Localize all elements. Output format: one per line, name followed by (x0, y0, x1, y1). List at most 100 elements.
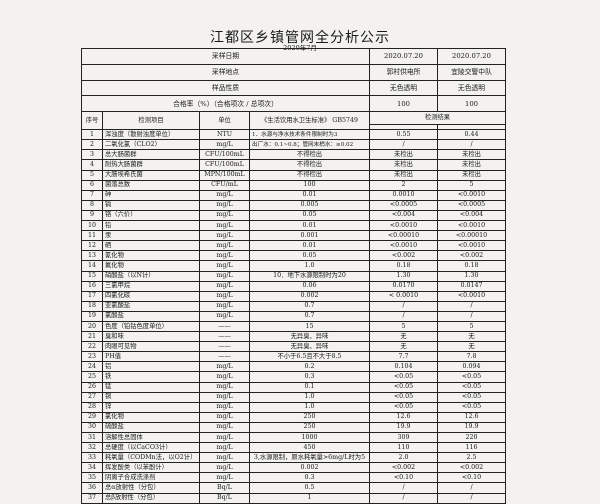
cell-result-1: <0.0010 (369, 240, 438, 252)
cell-result-1: 1.30 (369, 270, 438, 282)
cell-unit: NTU (199, 129, 250, 141)
cell-item: 锌 (102, 401, 200, 413)
cell-seq: 31 (81, 431, 103, 444)
table-row: 8 镉 mg/L 0.005 <0.0005 <0.0005 (81, 199, 506, 211)
cell-result-2: / (437, 139, 506, 151)
cell-unit: —— (199, 320, 250, 333)
cell-standard: 0.06 (249, 280, 370, 292)
report-date: 2020年7月 (283, 44, 317, 52)
cell-standard: 0.002 (249, 462, 370, 474)
col-seq: 序号 (81, 111, 103, 131)
table-row: 28 锌 mg/L 1.0 <0.05 <0.05 (81, 401, 506, 413)
cell-result-1: 0.55 (369, 129, 438, 141)
cell-standard: 0.2 (249, 361, 370, 373)
cell-seq: 3 (81, 149, 103, 161)
cell-item: 氯化物 (102, 411, 200, 423)
cell-item: 硫酸盐 (102, 421, 200, 434)
cell-result-1: 未检出 (369, 149, 438, 161)
cell-result-1: <0.0005 (369, 199, 438, 211)
cell-item: 肉眼可见物 (102, 341, 200, 353)
table-row: 18 亚氯酸盐 mg/L 0.7// (81, 300, 506, 312)
cell-seq: 36 (81, 482, 103, 494)
cell-result-1: 0.0010 (369, 189, 438, 201)
cell-seq: 4 (81, 159, 103, 171)
cell-item: 铅 (102, 220, 200, 232)
table-row: 29 氯化物 mg/L 250 12.6 12.6 (81, 411, 506, 423)
cell-item: 亚氯酸盐 (102, 300, 200, 312)
cell-standard: 0.05 (249, 209, 370, 222)
cell-result-2: 19.9 (437, 421, 506, 434)
cell-seq: 5 (81, 169, 103, 181)
cell-unit: MPN/100mL (199, 169, 250, 181)
cell-result-1: 5 (369, 320, 438, 333)
cell-item: 氯酸盐 (102, 310, 200, 322)
cell-seq: 27 (81, 391, 103, 403)
cell-standard: 0.05 (249, 250, 370, 262)
cell-result-1: <0.05 (369, 401, 438, 413)
cell-item: 总硬度（以CaCO3计） (102, 442, 200, 454)
cell-item: 溶解性总固体 (102, 431, 200, 444)
cell-unit: mg/L (199, 290, 250, 302)
cell-seq: 9 (81, 209, 103, 222)
cell-item: 臭和味 (102, 331, 200, 343)
cell-standard: 0.7 (249, 300, 370, 312)
cell-standard: 不得检出 (249, 149, 370, 161)
header-value: 郭村供电所 (369, 63, 438, 81)
cell-standard: 0.3 (249, 472, 370, 484)
cell-item: 镉 (102, 199, 200, 211)
table-row: 13 氰化物 mg/L 0.05 <0.002 <0.002 (81, 250, 506, 262)
cell-standard: 0.01 (249, 220, 370, 232)
cell-unit: mg/L (199, 381, 250, 393)
cell-seq: 37 (81, 492, 103, 504)
header-label: 合格率（%）（合格项次 / 总项次） (81, 95, 370, 113)
cell-result-2: <0.0010 (437, 220, 506, 232)
cell-result-2: <0.05 (437, 391, 506, 403)
cell-item: 硝酸盐（以N计） (102, 270, 200, 282)
cell-result-2: 0.18 (437, 260, 506, 272)
table-row: 1 浑浊度（散射浊度单位） NTU 1．水源与净水技术条件限制时为3 0.55 0.44 (81, 129, 506, 141)
cell-seq: 7 (81, 189, 103, 201)
table-row: 23 PH值 —— 不小于6.5且不大于8.5 7.7 7.8 (81, 351, 506, 363)
cell-seq: 2 (81, 139, 103, 151)
cell-unit: mg/L (199, 230, 250, 242)
cell-result-2: 1.30 (437, 270, 506, 282)
table-row: 2 二氧化氯（CLO2） mg/L 出厂水：0.1~0.8；管网末梢水：≥0.02// (81, 139, 506, 151)
col-unit: 单位 (199, 111, 250, 131)
table-row: 25 铁 mg/L 0.3 <0.05 <0.05 (81, 371, 506, 383)
cell-unit: mg/L (199, 452, 250, 464)
cell-seq: 13 (81, 250, 103, 262)
analysis-table: 采样日期 2020.07.20 2020.07.20 采样地点 郭村供电所 宜陵… (81, 48, 506, 504)
cell-result-2: <0.05 (437, 371, 506, 383)
cell-seq: 26 (81, 381, 103, 393)
table-row: 15 硝酸盐（以N计） mg/L 10．地下水源限制时为20 1.30 1.30 (81, 270, 506, 282)
cell-unit: mg/L (199, 391, 250, 403)
cell-result-2: <0.0010 (437, 189, 506, 201)
pass-rate-row: 合格率（%）（合格项次 / 总项次） 100 100 (81, 95, 506, 113)
cell-result-1: <0.0010 (369, 220, 438, 232)
cell-standard: 250 (249, 421, 370, 434)
cell-unit: mg/L (199, 300, 250, 312)
cell-result-1: 无 (369, 331, 438, 343)
table-row: 7 砷 mg/L 0.01 0.0010 <0.0010 (81, 189, 506, 201)
cell-standard: 不得检出 (249, 159, 370, 171)
cell-result-1: <0.05 (369, 381, 438, 393)
cell-item: 二氧化氯（CLO2） (102, 139, 200, 151)
cell-result-1: 2 (369, 179, 438, 191)
cell-seq: 10 (81, 220, 103, 232)
cell-result-1: <0.00010 (369, 230, 438, 242)
cell-seq: 29 (81, 411, 103, 423)
cell-result-2: <0.002 (437, 462, 506, 474)
cell-seq: 11 (81, 230, 103, 242)
cell-standard: 0.005 (249, 199, 370, 211)
cell-unit: mg/L (199, 209, 250, 222)
cell-item: 总大肠菌群 (102, 149, 200, 161)
cell-unit: mg/L (199, 270, 250, 282)
header-value: 2020.07.20 (437, 48, 506, 65)
header-label: 采样地点 (81, 63, 370, 81)
cell-result-2: 12.6 (437, 411, 506, 423)
cell-item: 阴离子合成洗涤剂 (102, 472, 200, 484)
cell-item: 硒 (102, 240, 200, 252)
table-row: 36 总α放射性（分包） Bq/L 0.5// (81, 482, 506, 494)
cell-standard: 不小于6.5且不大于8.5 (249, 351, 370, 363)
cell-result-2: 5 (437, 179, 506, 191)
